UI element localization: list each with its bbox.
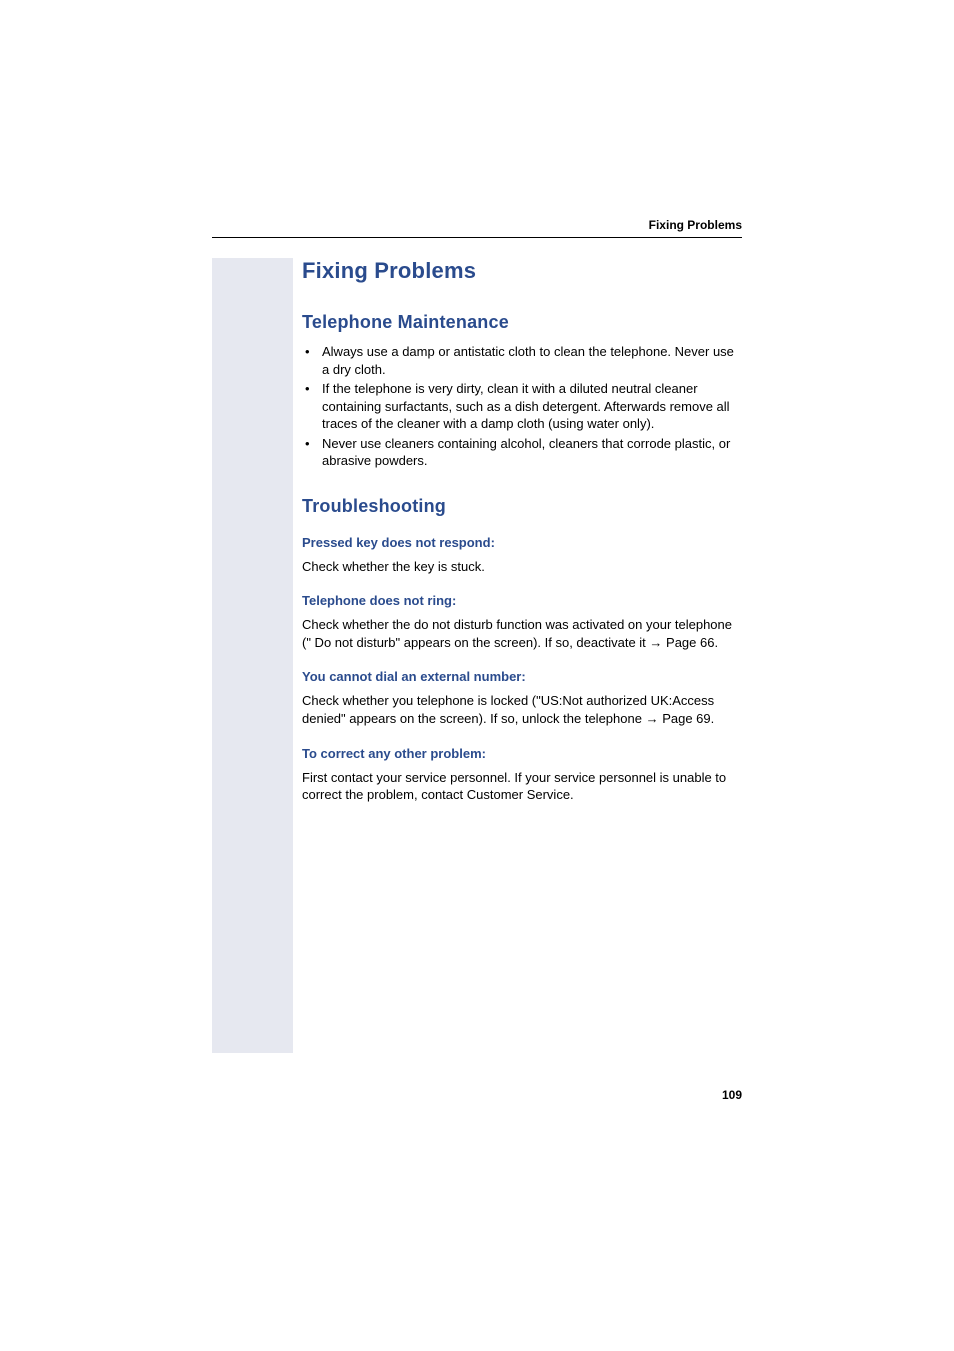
running-header: Fixing Problems [649,218,742,232]
maintenance-bullet-1: If the telephone is very dirty, clean it… [302,380,742,433]
left-margin-bar [212,258,293,1053]
troubleshoot-body-3: First contact your service personnel. If… [302,769,742,804]
maintenance-bullets: Always use a damp or antistatic cloth to… [302,343,742,470]
page: Fixing Problems Fixing Problems Telephon… [0,0,954,1351]
page-title: Fixing Problems [302,258,742,284]
troubleshoot-body-0: Check whether the key is stuck. [302,558,742,576]
troubleshoot-body-1-ref: Page 66. [662,635,718,650]
troubleshoot-heading-0: Pressed key does not respond: [302,535,742,550]
content-area: Fixing Problems Telephone Maintenance Al… [302,258,742,804]
maintenance-bullet-2: Never use cleaners containing alcohol, c… [302,435,742,470]
troubleshoot-body-2: Check whether you telephone is locked ("… [302,692,742,727]
arrow-icon: → [646,711,659,726]
troubleshoot-heading-2: You cannot dial an external number: [302,669,742,684]
troubleshoot-heading-1: Telephone does not ring: [302,593,742,608]
section-maintenance-title: Telephone Maintenance [302,312,742,333]
page-number: 109 [722,1088,742,1102]
section-troubleshooting-title: Troubleshooting [302,496,742,517]
arrow-icon: → [649,635,662,650]
troubleshoot-heading-3: To correct any other problem: [302,746,742,761]
maintenance-bullet-0: Always use a damp or antistatic cloth to… [302,343,742,378]
troubleshoot-body-1: Check whether the do not disturb functio… [302,616,742,651]
header-rule [212,237,742,238]
troubleshoot-body-2-ref: Page 69. [659,711,715,726]
